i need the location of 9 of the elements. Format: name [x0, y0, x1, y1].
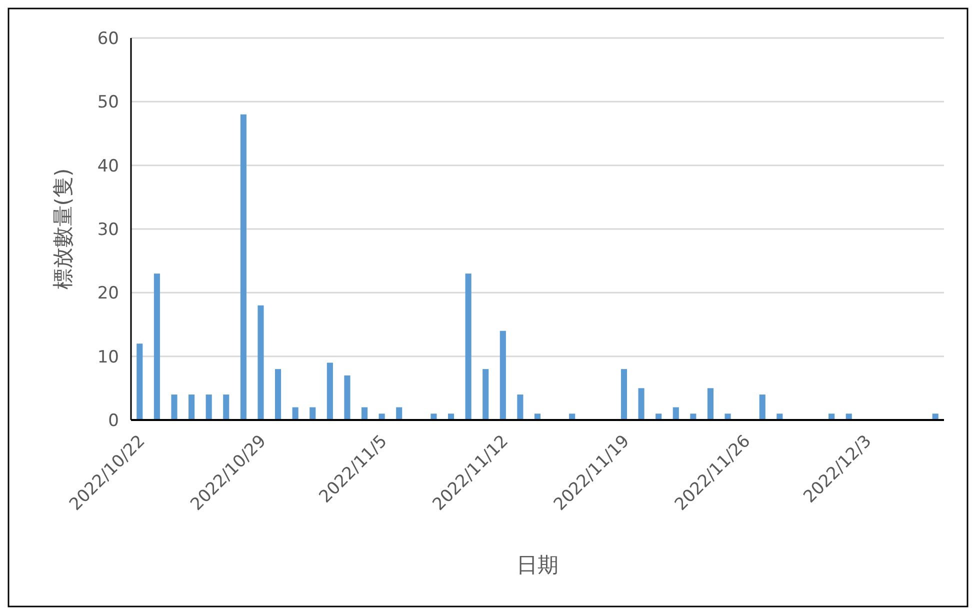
- y-tick-label: 20: [97, 284, 119, 304]
- y-axis-title: 標放數量(隻): [51, 168, 75, 290]
- y-tick-label: 40: [97, 156, 119, 176]
- y-tick-label: 10: [97, 347, 119, 368]
- x-axis-title: 日期: [516, 553, 558, 577]
- y-tick-label: 0: [108, 411, 119, 431]
- y-tick-label: 30: [97, 220, 119, 240]
- y-tick-label: 50: [97, 92, 119, 113]
- y-tick-label: 60: [97, 29, 119, 49]
